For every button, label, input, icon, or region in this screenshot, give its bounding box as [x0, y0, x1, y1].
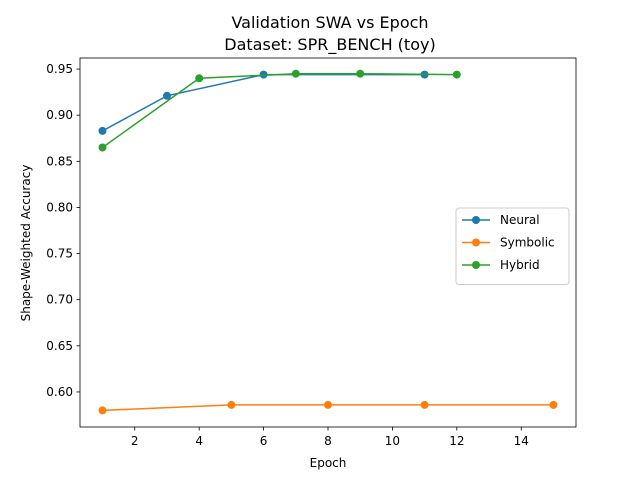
- y-tick-label: 0.75: [46, 247, 73, 261]
- y-tick-label: 0.85: [46, 154, 73, 168]
- x-axis-label: Epoch: [310, 456, 347, 470]
- x-tick-label: 10: [385, 434, 400, 448]
- data-point-hybrid: [195, 74, 204, 83]
- data-point-symbolic: [324, 400, 332, 409]
- x-tick-label: 12: [449, 434, 464, 448]
- y-tick-label: 0.65: [46, 339, 73, 353]
- chart-subtitle: Dataset: SPR_BENCH (toy): [224, 35, 435, 55]
- legend-marker-neural: [472, 216, 480, 224]
- legend-label-hybrid: Hybrid: [500, 258, 540, 272]
- y-tick-label: 0.60: [46, 385, 73, 399]
- data-point-neural: [98, 126, 107, 135]
- data-point-symbolic: [227, 400, 236, 409]
- data-point-hybrid: [356, 69, 365, 78]
- x-tick-label: 8: [324, 434, 332, 448]
- x-tick-label: 14: [514, 434, 529, 448]
- y-tick-label: 0.90: [46, 108, 73, 122]
- data-point-symbolic: [420, 400, 429, 409]
- data-point-hybrid: [291, 69, 300, 78]
- data-point-neural: [163, 91, 171, 100]
- data-point-hybrid: [452, 70, 461, 79]
- legend: Neural Symbolic Hybrid: [455, 207, 570, 285]
- plot-area: 2 4 6 8 10 12 14 0.60 0.65 0.70 0.75 0.80 0.85 0.90 0.…: [46, 57, 577, 448]
- legend-label-symbolic: Symbolic: [500, 236, 555, 250]
- legend-marker-symbolic: [472, 238, 480, 247]
- x-tick-label: 2: [131, 434, 139, 448]
- x-tick-label: 6: [260, 434, 268, 448]
- chart-title: Validation SWA vs Epoch: [231, 13, 428, 32]
- y-tick-label: 0.80: [46, 200, 73, 214]
- data-point-symbolic: [98, 406, 107, 415]
- y-axis-label: Shape-Weighted Accuracy: [19, 165, 33, 322]
- legend-label-neural: Neural: [500, 213, 540, 227]
- y-tick-label: 0.95: [46, 62, 73, 76]
- legend-marker-hybrid: [472, 261, 480, 269]
- series-line-neural: [102, 73, 425, 132]
- y-tick-label: 0.70: [46, 293, 73, 307]
- data-point-hybrid: [98, 143, 107, 152]
- data-point-symbolic: [549, 400, 558, 409]
- x-tick-label: 4: [195, 434, 203, 448]
